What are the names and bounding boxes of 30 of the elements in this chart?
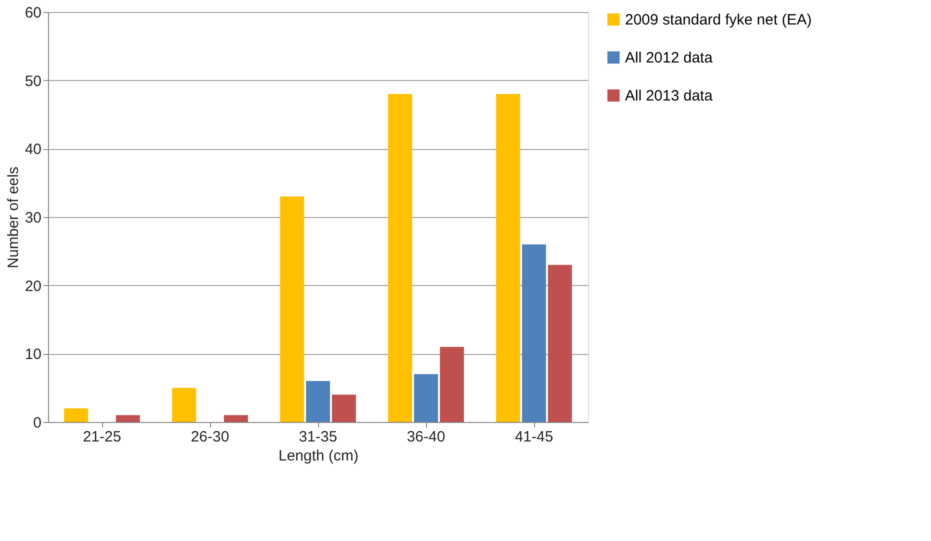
legend-label: All 2013 data (625, 88, 714, 104)
bar (440, 346, 464, 422)
bar (388, 94, 412, 422)
legend-label: 2009 standard fyke net (EA) (625, 12, 812, 28)
x-tick-label: 21-25 (82, 428, 122, 446)
y-tick-label: 30 (24, 210, 42, 226)
y-tick-label: 50 (24, 72, 42, 90)
x-tick-label: 26-30 (190, 428, 230, 446)
bar (306, 381, 330, 422)
bar (172, 388, 196, 422)
bar (116, 415, 140, 422)
y-tick-label: 40 (24, 141, 42, 158)
bar (332, 394, 356, 422)
y-tick-label: 20 (24, 278, 42, 295)
y-tick-label: 10 (24, 346, 42, 364)
x-axis-title: Length (cm) (278, 448, 359, 464)
bar (64, 408, 88, 422)
bar (414, 374, 438, 422)
x-tick-label: 41-45 (514, 428, 554, 446)
y-tick-label: 0 (33, 414, 42, 432)
y-axis-title: Number of eels (4, 166, 22, 268)
x-tick-label: 36-40 (406, 428, 446, 446)
bar (496, 94, 520, 422)
bar (522, 244, 546, 422)
y-tick-label: 60 (24, 4, 42, 22)
bar (224, 415, 248, 422)
bar (548, 264, 572, 422)
legend-label: All 2012 data (625, 50, 714, 66)
bar (280, 196, 304, 422)
x-tick-label: 31-35 (298, 428, 338, 446)
